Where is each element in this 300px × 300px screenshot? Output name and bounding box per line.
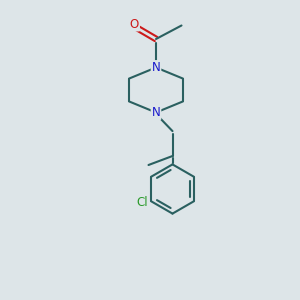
- Text: Cl: Cl: [136, 196, 148, 208]
- Text: O: O: [130, 17, 139, 31]
- Text: N: N: [152, 61, 160, 74]
- Text: N: N: [152, 106, 160, 119]
